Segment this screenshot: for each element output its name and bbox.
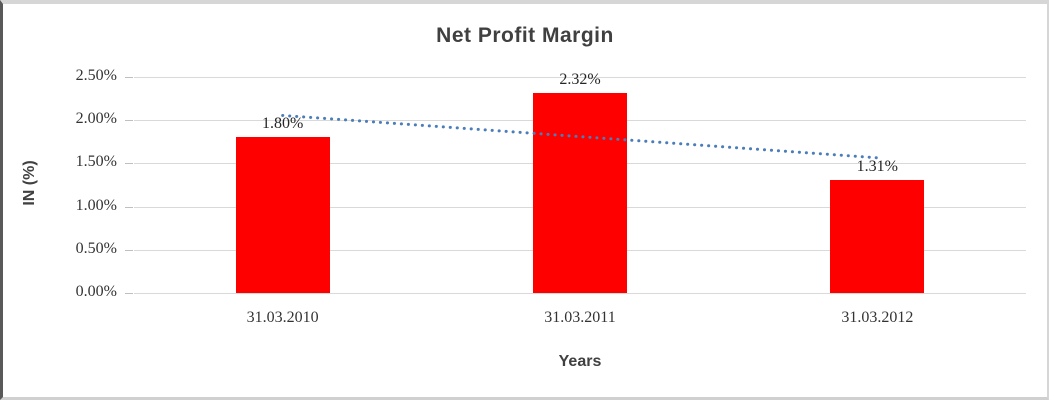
y-tick-label: 1.50% <box>75 153 117 171</box>
y-tick-label: 2.50% <box>75 67 117 84</box>
y-axis-tick <box>125 249 133 251</box>
gridline <box>134 77 1026 78</box>
data-label: 1.80% <box>261 115 304 133</box>
y-axis-tick <box>125 206 133 208</box>
bar-31.03.2011 <box>533 92 627 293</box>
y-axis-tick <box>125 77 133 78</box>
chart-title: Net Profit Margin <box>436 24 614 47</box>
bar-31.03.2010 <box>235 137 330 293</box>
y-tick-label: 0.50% <box>75 239 117 257</box>
data-label: 2.32% <box>559 70 601 88</box>
linear-trendline <box>281 113 879 160</box>
y-tick-label: 1.00% <box>75 196 117 214</box>
x-axis-title: Years <box>558 353 602 370</box>
gridline <box>134 293 1026 294</box>
plot-area: 1.80% 2.32% 1.31% <box>125 71 1026 294</box>
bar-31.03.2012 <box>830 179 925 293</box>
y-axis-tick <box>125 293 133 294</box>
trendline <box>281 113 879 160</box>
y-axis-tick <box>125 163 133 165</box>
x-tick-label: 31.03.2012 <box>841 309 914 326</box>
x-tick-label: 31.03.2010 <box>246 309 319 326</box>
y-tick-label: 0.00% <box>75 283 117 300</box>
y-tick-label: 2.00% <box>75 110 117 128</box>
data-label: 1.31% <box>856 157 898 175</box>
y-axis-tick <box>125 120 133 122</box>
y-axis-title: IN (%) <box>21 160 38 206</box>
x-tick-label: 31.03.2011 <box>544 309 616 326</box>
